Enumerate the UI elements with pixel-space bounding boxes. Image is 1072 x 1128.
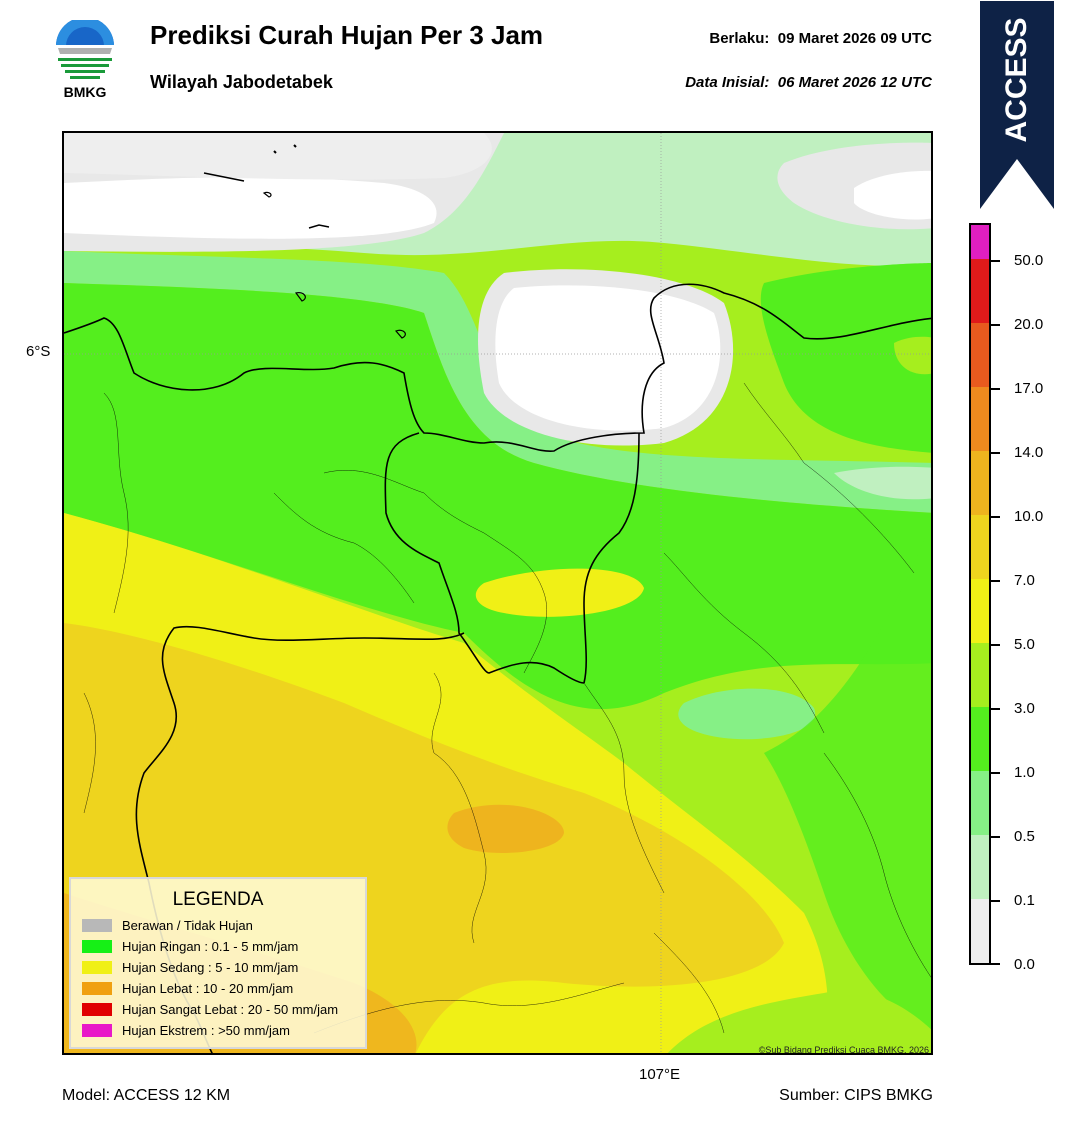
page-title: Prediksi Curah Hujan Per 3 Jam xyxy=(150,20,544,50)
legend-swatch xyxy=(82,918,112,932)
colorbar-label: 0.5 xyxy=(1014,828,1035,845)
colorbar-segment xyxy=(971,259,989,323)
legend-item-heavy-rain: Hujan Lebat : 10 - 20 mm/jam xyxy=(82,978,293,998)
latitude-label: 6°S xyxy=(26,343,51,360)
colorbar-segment xyxy=(971,579,989,643)
access-banner-text: ACCESS xyxy=(1000,17,1033,142)
bmkg-logo-icon xyxy=(56,20,114,79)
colorbar-label: 50.0 xyxy=(1014,252,1044,269)
rainfall-map: ©Sub Bidang Prediksi Cuaca BMKG, 2026 xyxy=(62,131,933,1055)
colorbar-segment xyxy=(971,771,989,835)
model-label: Model: ACCESS 12 KM xyxy=(62,1087,231,1104)
access-banner xyxy=(980,1,1054,209)
colorbar-tick xyxy=(991,644,1000,646)
legend-label: Hujan Lebat : 10 - 20 mm/jam xyxy=(122,980,294,996)
banner-label: ACCESS xyxy=(1000,17,1033,142)
legend-box: LEGENDA Berawan / Tidak Hujan Hujan Ring… xyxy=(69,877,367,1049)
legend-swatch xyxy=(82,1002,112,1016)
page-subtitle: Wilayah Jabodetabek xyxy=(150,72,333,92)
legend-item-extreme-rain: Hujan Ekstrem : >50 mm/jam xyxy=(82,1020,290,1040)
longitude-label: 107°E xyxy=(639,1066,681,1083)
colorbar-tick xyxy=(991,772,1000,774)
colorbar-tick xyxy=(991,324,1000,326)
colorbar-label: 7.0 xyxy=(1014,572,1035,589)
colorbar-segment xyxy=(971,225,989,259)
legend-label: Hujan Ringan : 0.1 - 5 mm/jam xyxy=(122,938,299,954)
colorbar-segment xyxy=(971,515,989,579)
colorbar-label: 20.0 xyxy=(1014,316,1044,333)
legend-title: LEGENDA xyxy=(172,889,264,910)
legend-swatch xyxy=(82,960,112,974)
colorbar-label: 5.0 xyxy=(1014,636,1035,653)
valid-time-label: Berlaku: xyxy=(709,30,770,47)
colorbar-segment xyxy=(971,899,989,963)
legend-item-light-rain: Hujan Ringan : 0.1 - 5 mm/jam xyxy=(82,936,298,956)
colorbar-tick xyxy=(991,452,1000,454)
map-copyright: ©Sub Bidang Prediksi Cuaca BMKG, 2026 xyxy=(758,1045,929,1055)
colorbar-segment xyxy=(971,707,989,771)
colorbar-tick xyxy=(991,580,1000,582)
legend-label: Berawan / Tidak Hujan xyxy=(122,917,253,933)
colorbar-tick xyxy=(991,963,1000,965)
valid-time-value: 09 Maret 2026 09 UTC xyxy=(777,30,932,47)
colorbar-label: 3.0 xyxy=(1014,700,1035,717)
colorbar-segment xyxy=(971,451,989,515)
legend-item-moderate-rain: Hujan Sedang : 5 - 10 mm/jam xyxy=(82,957,298,977)
legend-label: Hujan Ekstrem : >50 mm/jam xyxy=(122,1022,290,1038)
valid-time-row: Berlaku: 09 Maret 2026 09 UTC xyxy=(709,30,932,47)
colorbar-segment xyxy=(971,323,989,387)
legend-label: Hujan Sedang : 5 - 10 mm/jam xyxy=(122,959,299,975)
colorbar-segment xyxy=(971,387,989,451)
colorbar-segment xyxy=(971,643,989,707)
colorbar-tick xyxy=(991,900,1000,902)
colorbar xyxy=(969,223,991,965)
legend-item-cloudy: Berawan / Tidak Hujan xyxy=(82,915,253,935)
legend-swatch xyxy=(82,939,112,953)
colorbar-label: 10.0 xyxy=(1014,508,1044,525)
colorbar-tick xyxy=(991,516,1000,518)
colorbar-tick xyxy=(991,836,1000,838)
legend-item-very-heavy-rain: Hujan Sangat Lebat : 20 - 50 mm/jam xyxy=(82,999,338,1019)
source-label: Sumber: CIPS BMKG xyxy=(779,1087,933,1104)
colorbar-tick xyxy=(991,708,1000,710)
colorbar-label: 0.0 xyxy=(1014,956,1035,973)
colorbar-tick xyxy=(991,388,1000,390)
colorbar-label: 1.0 xyxy=(1014,764,1035,781)
legend-label: Hujan Sangat Lebat : 20 - 50 mm/jam xyxy=(122,1001,339,1017)
colorbar-label: 0.1 xyxy=(1014,892,1035,909)
legend-swatch xyxy=(82,981,112,995)
colorbar-label: 17.0 xyxy=(1014,380,1044,397)
init-time-value: 06 Maret 2026 12 UTC xyxy=(777,74,932,91)
init-time-row: Data Inisial: 06 Maret 2026 12 UTC xyxy=(685,74,932,91)
colorbar-label: 14.0 xyxy=(1014,444,1044,461)
init-time-label: Data Inisial: xyxy=(685,74,770,91)
colorbar-tick xyxy=(991,260,1000,262)
legend-swatch xyxy=(82,1023,112,1037)
colorbar-segment xyxy=(971,835,989,899)
logo-text: BMKG xyxy=(63,84,107,100)
rainfall-map-canvas xyxy=(64,133,931,1053)
